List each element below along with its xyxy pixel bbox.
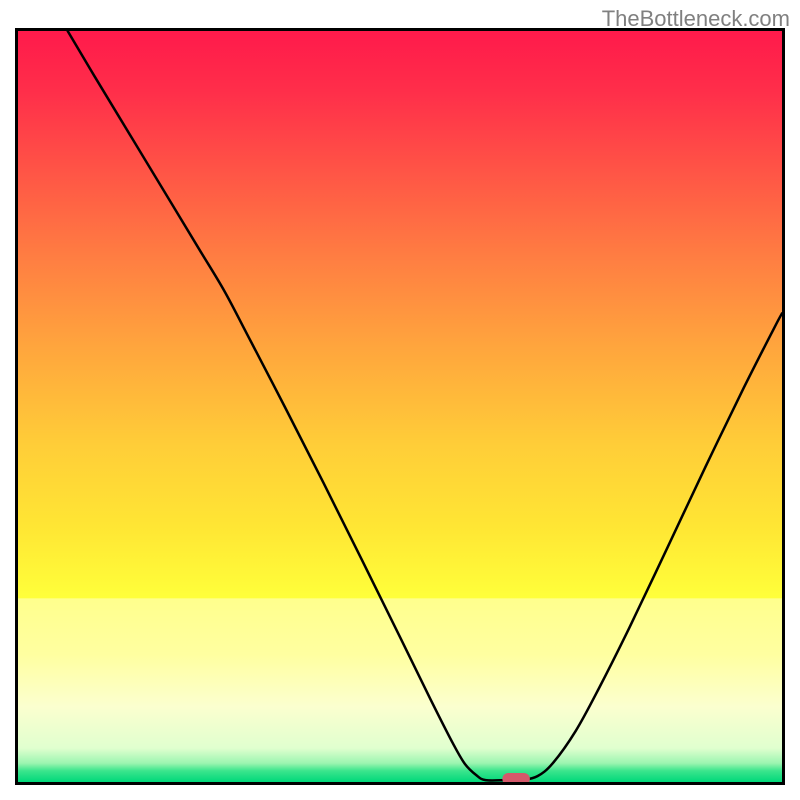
plot-area xyxy=(15,28,785,785)
watermark-label: TheBottleneck.com xyxy=(602,6,790,32)
bottleneck-chart: TheBottleneck.com xyxy=(0,0,800,800)
chart-svg xyxy=(15,28,785,785)
